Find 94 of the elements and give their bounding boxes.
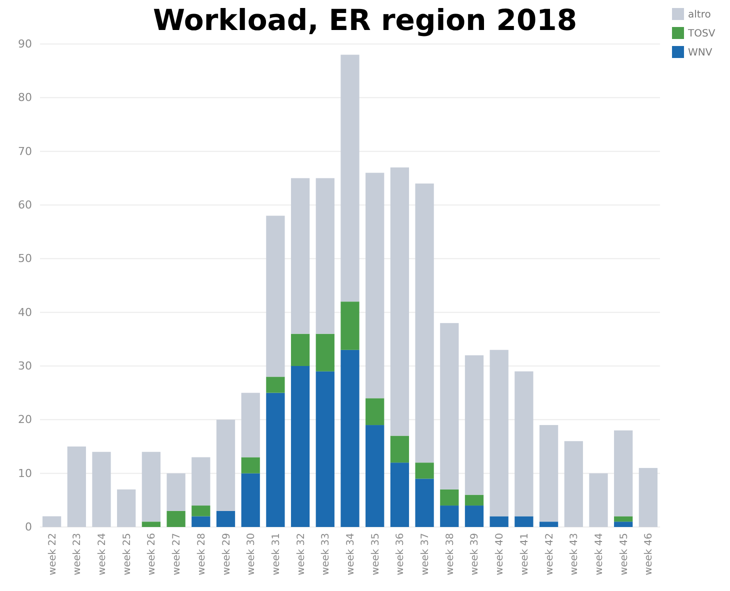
bar: [464, 506, 484, 527]
y-tick-label: 60: [18, 198, 32, 212]
x-tick-label: week 44: [594, 533, 605, 576]
bar: [340, 54, 360, 302]
bar: [440, 506, 459, 527]
x-tick-label: week 38: [444, 533, 456, 576]
bar: [415, 462, 434, 479]
bar: [192, 516, 210, 527]
bar: [415, 184, 434, 463]
x-tick-label: week 22: [47, 533, 58, 576]
x-tick-label: week 31: [270, 533, 282, 576]
y-tick-label: 40: [18, 306, 32, 319]
x-tick-label: week 36: [395, 533, 406, 576]
bar: [241, 392, 260, 458]
y-tick-label: 80: [18, 91, 32, 104]
bar: [440, 323, 459, 490]
bar: [192, 506, 210, 516]
y-tick-label: 0: [25, 520, 32, 534]
bar: [589, 473, 608, 527]
bar: [166, 473, 186, 511]
bar: [216, 510, 236, 527]
bar: [142, 452, 161, 522]
bar: [464, 494, 484, 506]
bar: [340, 350, 360, 527]
bar: [464, 355, 484, 495]
legend-label: TOSV: [687, 28, 716, 40]
bar: [614, 516, 633, 522]
x-tick-label: week 43: [569, 533, 580, 576]
x-tick-label: week 42: [544, 533, 556, 576]
bar: [390, 167, 410, 436]
x-tick-label: week 33: [320, 533, 332, 576]
bar: [490, 516, 508, 527]
bar: [266, 376, 285, 393]
legend-label: WNV: [688, 48, 712, 58]
y-tick-label: 50: [18, 252, 32, 266]
x-tick-label: week 35: [370, 533, 382, 576]
bar: [290, 334, 310, 366]
chart-title: Workload, ER region 2018: [152, 3, 578, 37]
y-tick-label: 10: [18, 466, 32, 480]
bar: [42, 516, 62, 527]
x-tick-label: week 40: [494, 533, 506, 576]
bar: [290, 366, 310, 527]
bar: [614, 430, 633, 516]
bar: [638, 468, 658, 527]
bar: [490, 350, 508, 516]
bar: [366, 398, 384, 426]
x-tick-label: week 26: [146, 533, 158, 576]
bar: [366, 172, 384, 398]
bar: [290, 178, 310, 334]
x-tick-label: week 30: [246, 533, 258, 576]
bar: [241, 457, 260, 474]
bar: [415, 478, 434, 527]
bar: [390, 462, 410, 527]
bar: [92, 452, 111, 527]
bar: [316, 178, 334, 334]
bar: [241, 473, 260, 527]
x-tick-label: week 24: [97, 533, 108, 576]
x-tick-label: week 28: [196, 533, 208, 576]
bar: [117, 489, 136, 527]
bar: [266, 216, 285, 377]
y-tick-label: 30: [18, 360, 32, 373]
bar: [142, 522, 161, 527]
x-tick-label: week 39: [470, 533, 481, 576]
bar: [390, 436, 410, 463]
x-tick-label: week 25: [122, 533, 133, 576]
x-tick-label: week 41: [519, 533, 530, 576]
x-tick-label: week 45: [618, 533, 630, 576]
y-tick-label: 90: [18, 38, 32, 51]
bar: [67, 446, 86, 527]
x-tick-label: week 23: [72, 533, 84, 576]
y-tick-label: 70: [18, 144, 32, 158]
bar: [316, 334, 334, 372]
bar: [614, 522, 633, 527]
bar: [514, 371, 534, 516]
bar: [192, 457, 210, 506]
x-tick-label: week 27: [172, 533, 183, 576]
x-tick-label: week 37: [420, 533, 432, 576]
x-tick-label: week 29: [221, 533, 232, 576]
bar: [514, 516, 534, 527]
x-tick-label: week 34: [346, 533, 356, 576]
y-tick-label: 20: [18, 413, 32, 426]
legend-label: altro: [688, 10, 711, 20]
bar: [366, 425, 384, 527]
bar: [340, 302, 360, 350]
bar: [440, 489, 459, 506]
bar: [539, 425, 558, 522]
bar: [166, 510, 186, 527]
x-tick-label: week 46: [644, 533, 655, 576]
bar: [216, 420, 236, 511]
bar: [316, 371, 334, 527]
bar: [266, 392, 285, 527]
x-tick-label: week 32: [296, 533, 307, 576]
bar: [564, 441, 583, 527]
bar: [539, 522, 558, 527]
